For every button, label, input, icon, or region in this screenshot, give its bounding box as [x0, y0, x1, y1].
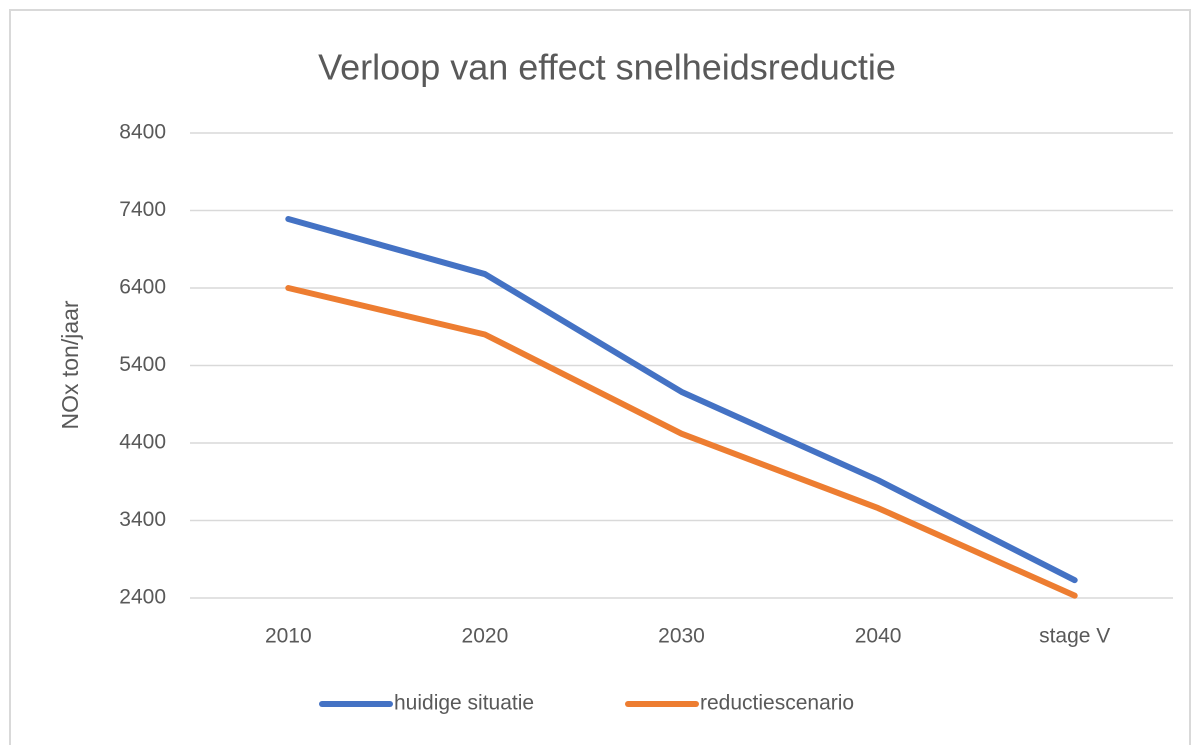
chart-title: Verloop van effect snelheidsreductie: [318, 47, 896, 88]
chart-border: [9, 9, 1191, 745]
y-tick-label: 4400: [119, 431, 166, 454]
y-tick-label: 7400: [119, 198, 166, 221]
y-tick-label: 8400: [119, 121, 166, 144]
y-tick-label: 3400: [119, 508, 166, 531]
x-tick-label: stage V: [1039, 625, 1110, 648]
legend-label: reductiescenario: [700, 692, 854, 715]
x-tick-label: 2040: [855, 625, 902, 648]
x-tick-label: 2010: [265, 625, 312, 648]
series-line: [285, 216, 1078, 584]
y-tick-label: 6400: [119, 276, 166, 299]
x-tick-label: 2030: [658, 625, 705, 648]
legend-label: huidige situatie: [394, 692, 534, 715]
x-tick-label: 2020: [462, 625, 509, 648]
y-axis-label: NOx ton/jaar: [57, 300, 83, 429]
y-tick-label: 5400: [119, 353, 166, 376]
series-line: [285, 285, 1078, 599]
y-tick-label: 2400: [119, 586, 166, 609]
